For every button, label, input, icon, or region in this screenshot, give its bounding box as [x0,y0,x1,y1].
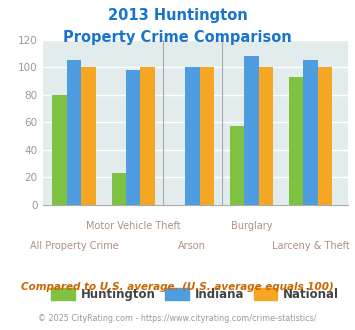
Text: 2013 Huntington: 2013 Huntington [108,8,247,23]
Text: Larceny & Theft: Larceny & Theft [272,241,349,251]
Legend: Huntington, Indiana, National: Huntington, Indiana, National [47,283,344,306]
Bar [185,67,200,205]
Bar [303,60,318,205]
Text: Compared to U.S. average. (U.S. average equals 100): Compared to U.S. average. (U.S. average … [21,282,334,292]
Bar [53,95,67,205]
Bar [111,173,126,205]
Bar [230,126,244,205]
Text: Motor Vehicle Theft: Motor Vehicle Theft [86,221,181,231]
Bar [126,70,141,205]
Text: © 2025 CityRating.com - https://www.cityrating.com/crime-statistics/: © 2025 CityRating.com - https://www.city… [38,314,317,323]
Text: Burglary: Burglary [231,221,272,231]
Bar [67,60,81,205]
Text: Property Crime Comparison: Property Crime Comparison [63,30,292,45]
Bar [318,67,332,205]
Bar [200,67,214,205]
Bar [289,77,303,205]
Text: All Property Crime: All Property Crime [30,241,119,251]
Bar [258,67,273,205]
Text: Arson: Arson [178,241,206,251]
Bar [244,56,258,205]
Bar [81,67,96,205]
Bar [141,67,155,205]
